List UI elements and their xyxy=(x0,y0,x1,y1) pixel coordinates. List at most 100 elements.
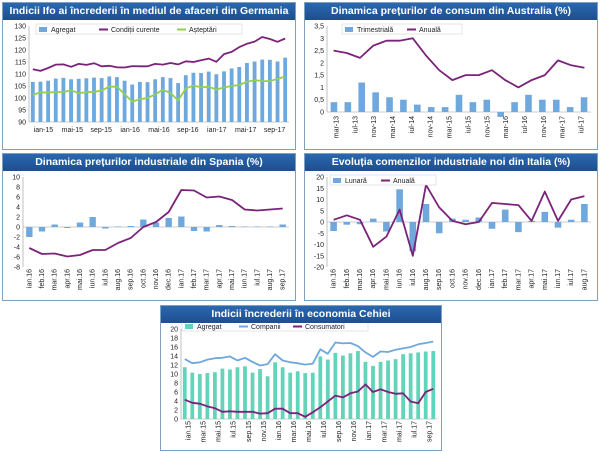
x-tick-label: aug.17 xyxy=(581,269,588,291)
x-tick-label: ian-16 xyxy=(120,127,140,134)
x-tick-label: iul.17 xyxy=(411,421,418,438)
y-tick-label: -20 xyxy=(314,265,324,272)
bar xyxy=(38,81,43,122)
x-tick-label: iul.16 xyxy=(102,269,109,286)
bar xyxy=(92,77,96,122)
bar xyxy=(501,209,509,222)
bar xyxy=(199,73,203,122)
bar xyxy=(153,79,158,122)
legend-label: Condiții curente xyxy=(111,27,160,34)
bar xyxy=(254,226,261,227)
x-tick-label: mar.17 xyxy=(515,269,522,291)
bar xyxy=(475,217,483,222)
y-tick-label: 6 xyxy=(16,195,20,202)
bar xyxy=(99,78,104,122)
bar xyxy=(363,361,368,419)
legend-label: Trimestrială xyxy=(357,27,393,34)
x-tick-label: dec.16 xyxy=(476,269,483,290)
x-tick-label: aug.16 xyxy=(115,269,122,291)
bar xyxy=(356,351,360,419)
bar xyxy=(343,222,351,225)
x-tick-label: feb.17 xyxy=(191,269,198,289)
x-tick-label: iun.16 xyxy=(90,269,97,288)
bar xyxy=(252,61,257,122)
y-tick-label: 0 xyxy=(174,417,178,424)
bar xyxy=(423,351,428,419)
y-tick-label: 3 xyxy=(320,36,324,43)
bar xyxy=(525,94,532,112)
x-tick-label: iul-14 xyxy=(409,116,416,133)
bar xyxy=(140,219,147,227)
x-tick-label: mai.16 xyxy=(383,269,390,290)
x-tick-label: mar.17 xyxy=(204,269,211,291)
x-tick-label: mar.16 xyxy=(52,269,59,291)
x-tick-label: mar-13 xyxy=(333,116,340,138)
bar xyxy=(554,222,562,228)
x-tick-label: sep-17 xyxy=(264,127,286,134)
bar xyxy=(333,352,338,419)
x-tick-label: nov.16 xyxy=(463,269,470,290)
bar xyxy=(566,107,574,112)
x-tick-label: iul.16 xyxy=(410,269,417,286)
bar xyxy=(102,227,109,229)
bar xyxy=(69,79,73,122)
x-tick-label: mar-16 xyxy=(503,116,510,138)
panel-spain: Dinamica prețurilor industriale din Span… xyxy=(2,153,296,301)
y-tick-label: 10 xyxy=(12,175,20,182)
bar xyxy=(266,226,274,227)
bar xyxy=(250,372,255,419)
bar xyxy=(183,75,188,122)
bar xyxy=(383,222,390,232)
x-tick-label: ian-17 xyxy=(207,127,227,134)
bar xyxy=(228,369,232,419)
x-tick-label: ian.16 xyxy=(331,269,338,288)
y-tick-label: -2 xyxy=(14,235,20,242)
chart-title-germany: Indicii Ifo ai încrederii în mediul de a… xyxy=(3,3,295,20)
bar xyxy=(408,353,413,419)
x-tick-label: mai.15 xyxy=(216,421,223,442)
bar xyxy=(176,83,181,122)
bar xyxy=(222,71,226,122)
y-tick-label: 110 xyxy=(15,72,26,79)
bar xyxy=(539,99,546,112)
bar xyxy=(455,94,463,112)
panel-germany: Indicii Ifo ai încrederii în mediul de a… xyxy=(2,2,296,150)
x-tick-label: sep.16 xyxy=(128,269,135,290)
bar xyxy=(165,218,172,227)
bar xyxy=(280,367,285,419)
x-tick-label: mai.16 xyxy=(77,269,84,290)
bar xyxy=(303,373,308,419)
bar xyxy=(38,227,46,232)
y-tick-label: 16 xyxy=(170,345,178,352)
bar xyxy=(160,77,165,122)
bar xyxy=(422,204,430,222)
legend-box xyxy=(341,23,463,35)
bar xyxy=(115,77,119,122)
y-tick-label: 2 xyxy=(320,60,324,67)
bar xyxy=(127,226,134,227)
x-tick-label: mar-14 xyxy=(390,116,397,138)
y-tick-label: -5 xyxy=(318,231,324,238)
bar xyxy=(358,82,366,112)
bar xyxy=(427,107,435,112)
panel-italy: Evoluția comenzilor industriale noi din … xyxy=(304,153,598,301)
bar xyxy=(152,222,160,227)
legend-label: Companii xyxy=(251,324,281,331)
bar xyxy=(203,227,210,232)
x-tick-label: iul-17 xyxy=(579,116,586,133)
x-tick-label: apr.16 xyxy=(370,269,377,289)
bar xyxy=(325,359,330,419)
bar xyxy=(89,217,96,227)
bar xyxy=(497,112,504,117)
x-tick-label: ian-15 xyxy=(34,127,54,134)
x-tick-label: iul.16 xyxy=(321,421,328,438)
x-tick-label: nov.16 xyxy=(351,421,358,442)
bar xyxy=(567,219,575,222)
y-tick-label: -10 xyxy=(314,242,324,249)
x-tick-label: mar.16 xyxy=(357,269,364,291)
y-tick-label: 18 xyxy=(170,336,178,343)
y-tick-label: 14 xyxy=(170,354,178,361)
chart-australia: 0 0,5 1 1,5 2 2,5 3 3,5 mar-13 iul-13 nov-13 mar-14… xyxy=(314,23,591,138)
bar xyxy=(76,78,81,122)
x-tick-label: nov.16 xyxy=(153,269,160,290)
